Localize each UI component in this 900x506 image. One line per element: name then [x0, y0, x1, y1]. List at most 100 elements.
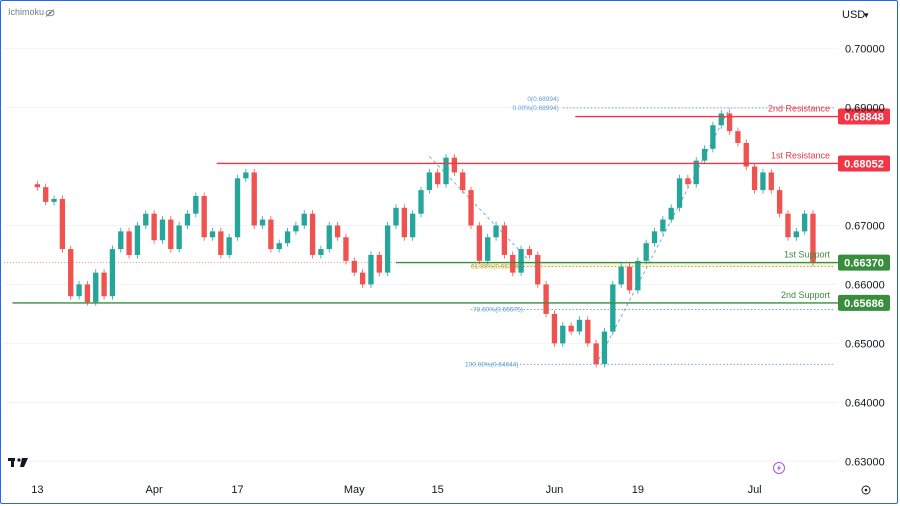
- candle-body: [785, 213, 791, 238]
- candle-body: [776, 190, 783, 214]
- 1st-support-price-tag[interactable]: [838, 254, 890, 271]
- candle-body: [226, 237, 232, 255]
- currency-label[interactable]: USD: [842, 9, 865, 21]
- candle-body: [485, 237, 491, 261]
- candle-body: [284, 231, 291, 244]
- 2nd-support-label: 2nd Support: [781, 290, 831, 300]
- fib-golden-zone: [471, 262, 834, 267]
- candle-body: [660, 219, 666, 232]
- candle-body: [84, 284, 91, 303]
- x-tick-label: Jul: [748, 484, 762, 496]
- candle-body: [693, 160, 699, 185]
- 1st-resistance-label: 1st Resistance: [771, 150, 830, 160]
- 2nd-resistance-price-tag[interactable]: [838, 108, 890, 125]
- candle-body: [760, 172, 766, 191]
- x-tick-label: 13: [31, 484, 43, 496]
- 2nd-resistance-label: 2nd Resistance: [768, 104, 830, 114]
- candle-body: [126, 231, 132, 255]
- fib-label: 61.80%(0.66336): [471, 264, 521, 271]
- 1st-resistance-price-text: 0.68052: [844, 158, 884, 170]
- candle-body: [426, 172, 433, 191]
- candle-body: [543, 284, 549, 314]
- candle-body: [626, 266, 633, 291]
- candle-body: [351, 260, 357, 273]
- x-tick-label: 19: [632, 484, 644, 496]
- candle-body: [710, 125, 716, 149]
- candle-body: [118, 231, 124, 250]
- candle-body: [676, 178, 683, 208]
- y-tick-label: 0.67000: [845, 220, 885, 232]
- candle-body: [234, 178, 241, 238]
- candle-body: [576, 319, 583, 332]
- candle-body: [68, 249, 74, 297]
- candle-body: [376, 254, 382, 273]
- candles: [34, 109, 816, 368]
- candle-body: [143, 213, 149, 226]
- y-tick-label: 0.63000: [845, 456, 885, 468]
- candle-body: [334, 225, 341, 238]
- candle-body: [159, 219, 166, 241]
- y-tick-label: 0.66000: [845, 279, 885, 291]
- currency-chevron-icon[interactable]: ▾: [864, 10, 869, 20]
- candle-body: [343, 237, 349, 261]
- indicator-label[interactable]: Ichimoku: [8, 7, 44, 17]
- candle-body: [151, 213, 157, 241]
- candle-body: [393, 207, 399, 226]
- candle-body: [726, 113, 733, 132]
- candle-body: [476, 225, 483, 261]
- candle-body: [259, 219, 266, 226]
- candle-body: [793, 231, 799, 238]
- candle-body: [209, 231, 216, 238]
- time-axis[interactable]: 13 Apr 17 May 15 Jun 19 Jul: [31, 484, 761, 496]
- candle-body: [93, 272, 99, 303]
- candle-body: [359, 272, 366, 285]
- fib-trend-line: [595, 107, 730, 365]
- candle-body: [435, 172, 441, 185]
- candle-body: [751, 166, 758, 191]
- lightning-icon[interactable]: [773, 462, 785, 474]
- candle-body: [418, 190, 424, 214]
- candle-body: [560, 325, 566, 344]
- candle-body: [309, 213, 316, 255]
- candle-body: [593, 343, 599, 364]
- candle-body: [801, 213, 808, 232]
- candle-body: [293, 225, 299, 232]
- candle-body: [743, 142, 749, 167]
- y-tick-label: 0.69000: [845, 103, 885, 115]
- candle-body: [251, 172, 257, 226]
- candle-body: [518, 249, 524, 273]
- candle-body: [34, 184, 41, 188]
- x-tick-label: 15: [432, 484, 444, 496]
- tradingview-logo[interactable]: [8, 458, 28, 467]
- candle-body: [51, 198, 57, 202]
- candle-body: [718, 113, 724, 126]
- axis-settings-icon[interactable]: [861, 485, 871, 495]
- price-axis[interactable]: 0.70000 0.69000 0.67000 0.66000 0.65000 0.640…: [845, 44, 885, 469]
- candle-body: [218, 231, 224, 255]
- fibonacci-retracement[interactable]: 0(0.68994) 0.00%(0.68994) 61.80%(0.66336) 7…: [429, 96, 834, 368]
- fib-label: 0.00%(0.68994): [513, 105, 559, 112]
- support-resistance-levels[interactable]: 2nd Resistance 0.68848 1st Resistance 0.680…: [12, 104, 890, 311]
- x-tick-label: 17: [231, 484, 243, 496]
- candle-body: [635, 260, 641, 291]
- candle-body: [243, 172, 249, 179]
- candle-body: [76, 284, 82, 297]
- candle-body: [618, 266, 624, 285]
- candle-body: [451, 157, 458, 173]
- eye-off-icon[interactable]: [45, 9, 55, 17]
- candle-body: [651, 231, 658, 244]
- candle-body: [601, 331, 608, 364]
- candle-body: [59, 198, 66, 250]
- candle-body: [109, 249, 116, 297]
- fib-label: 0(0.68994): [527, 96, 558, 103]
- fib-label: 100.00%(0.64644): [465, 361, 519, 368]
- 2nd-support-price-tag[interactable]: [838, 294, 890, 311]
- 1st-resistance-price-tag[interactable]: [838, 155, 890, 172]
- candle-body: [43, 187, 49, 202]
- candle-body: [443, 157, 449, 185]
- candle-body: [643, 243, 649, 261]
- candle-body: [268, 219, 274, 250]
- candle-body: [701, 148, 708, 161]
- 2nd-support-price-text: 0.65686: [844, 298, 884, 310]
